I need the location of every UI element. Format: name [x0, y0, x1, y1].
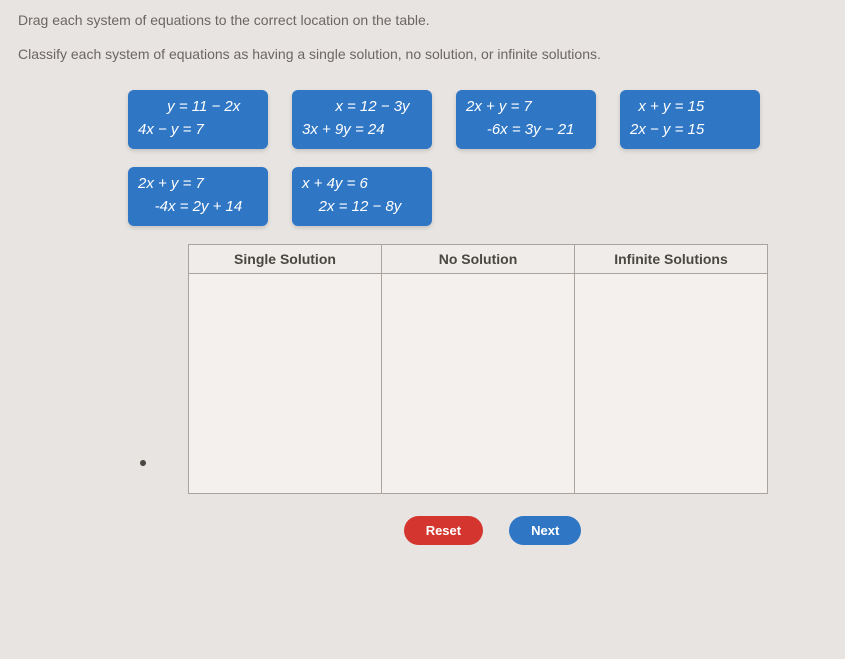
- tile-row-2: 2x + y = 7 -4x = 2y + 14 x + 4y = 6 2x =…: [128, 167, 827, 226]
- equation-tile[interactable]: x + y = 15 2x − y = 15: [620, 90, 760, 149]
- next-button[interactable]: Next: [509, 516, 581, 545]
- equation-line: 2x − y = 15: [630, 119, 748, 142]
- instruction-line-2: Classify each system of equations as hav…: [18, 46, 827, 62]
- equation-tile[interactable]: x = 12 − 3y 3x + 9y = 24: [292, 90, 432, 149]
- equation-line: x = 12 − 3y: [302, 96, 420, 119]
- equation-line: y = 11 − 2x: [138, 96, 256, 119]
- equation-tile[interactable]: 2x + y = 7 -6x = 3y − 21: [456, 90, 596, 149]
- equation-line: x + y = 15: [630, 96, 748, 119]
- equation-line: 2x + y = 7: [138, 173, 256, 196]
- tile-row-1: y = 11 − 2x 4x − y = 7 x = 12 − 3y 3x + …: [128, 90, 827, 149]
- equation-line: x + 4y = 6: [302, 173, 420, 196]
- equation-line: -6x = 3y − 21: [466, 119, 584, 142]
- drop-zone-infinite[interactable]: [575, 274, 768, 494]
- tiles-area: y = 11 − 2x 4x − y = 7 x = 12 − 3y 3x + …: [18, 90, 827, 226]
- equation-line: -4x = 2y + 14: [138, 196, 256, 219]
- equation-tile[interactable]: 2x + y = 7 -4x = 2y + 14: [128, 167, 268, 226]
- equation-line: 2x + y = 7: [466, 96, 584, 119]
- equation-line: 3x + 9y = 24: [302, 119, 420, 142]
- equation-tile[interactable]: y = 11 − 2x 4x − y = 7: [128, 90, 268, 149]
- reset-button[interactable]: Reset: [404, 516, 483, 545]
- equation-line: 4x − y = 7: [138, 119, 256, 142]
- drop-zone-none[interactable]: [382, 274, 575, 494]
- column-header-infinite: Infinite Solutions: [575, 245, 768, 274]
- column-header-single: Single Solution: [189, 245, 382, 274]
- instruction-line-1: Drag each system of equations to the cor…: [18, 12, 827, 28]
- drop-zone-single[interactable]: [189, 274, 382, 494]
- equation-line: 2x = 12 − 8y: [302, 196, 420, 219]
- equation-tile[interactable]: x + 4y = 6 2x = 12 − 8y: [292, 167, 432, 226]
- answer-table: Single Solution No Solution Infinite Sol…: [188, 244, 768, 494]
- answer-table-wrap: Single Solution No Solution Infinite Sol…: [18, 244, 827, 494]
- button-row: Reset Next: [18, 516, 827, 545]
- column-header-none: No Solution: [382, 245, 575, 274]
